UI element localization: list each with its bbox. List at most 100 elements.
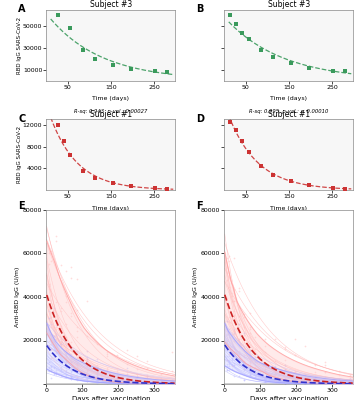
Point bbox=[124, 378, 130, 384]
Point bbox=[74, 348, 79, 354]
Point bbox=[104, 365, 110, 371]
Point bbox=[51, 324, 57, 331]
Point bbox=[336, 381, 342, 387]
Point bbox=[144, 381, 150, 387]
Point bbox=[282, 366, 287, 372]
Point bbox=[292, 336, 297, 342]
Point bbox=[272, 376, 277, 382]
Point bbox=[59, 308, 64, 314]
Point bbox=[247, 372, 252, 379]
Point bbox=[49, 324, 54, 330]
Point bbox=[232, 308, 237, 314]
Point bbox=[272, 336, 277, 342]
Point bbox=[144, 380, 150, 386]
Point bbox=[51, 342, 57, 348]
Point bbox=[74, 355, 79, 362]
Point bbox=[282, 372, 287, 379]
Point bbox=[282, 380, 287, 386]
Point bbox=[302, 381, 307, 387]
Point bbox=[46, 359, 52, 365]
Point bbox=[336, 381, 342, 387]
Point bbox=[158, 380, 164, 386]
Point bbox=[114, 380, 120, 386]
Point bbox=[237, 313, 242, 319]
Point bbox=[124, 380, 130, 386]
Point bbox=[124, 380, 130, 386]
Point bbox=[69, 359, 74, 366]
Point bbox=[51, 332, 57, 339]
Point bbox=[227, 367, 232, 374]
Point bbox=[347, 377, 353, 384]
Point bbox=[322, 380, 328, 387]
Point bbox=[232, 362, 237, 368]
Point bbox=[46, 261, 52, 267]
Point bbox=[69, 359, 74, 365]
Point bbox=[69, 369, 74, 376]
Point bbox=[46, 281, 52, 288]
Point bbox=[64, 298, 69, 305]
Point bbox=[262, 376, 267, 382]
Point bbox=[292, 377, 297, 383]
Point bbox=[158, 380, 164, 387]
Point bbox=[232, 349, 237, 355]
Point bbox=[64, 354, 69, 361]
Point bbox=[336, 378, 342, 384]
Point bbox=[262, 368, 267, 374]
Point bbox=[282, 380, 287, 386]
Point bbox=[169, 368, 175, 374]
Point bbox=[347, 380, 353, 387]
Point bbox=[242, 354, 247, 360]
Point bbox=[104, 380, 110, 386]
Point bbox=[92, 175, 97, 181]
Point bbox=[224, 367, 230, 373]
Point bbox=[262, 378, 267, 385]
Point bbox=[158, 381, 164, 387]
Point bbox=[272, 375, 277, 382]
Point bbox=[94, 376, 100, 382]
Point bbox=[64, 348, 69, 355]
Point bbox=[158, 380, 164, 387]
Point bbox=[227, 356, 232, 363]
Point bbox=[347, 381, 353, 387]
Point bbox=[152, 185, 158, 192]
Point bbox=[252, 372, 257, 378]
Point bbox=[292, 370, 297, 376]
Point bbox=[84, 362, 89, 368]
Point bbox=[94, 378, 100, 385]
Point bbox=[84, 358, 89, 364]
Point bbox=[229, 292, 235, 299]
Point bbox=[114, 378, 120, 384]
Point bbox=[347, 372, 353, 378]
Point bbox=[64, 268, 69, 274]
Point bbox=[169, 377, 175, 384]
Point bbox=[292, 368, 297, 374]
Title: Subject #1: Subject #1 bbox=[90, 110, 132, 119]
Point bbox=[233, 21, 239, 27]
Point bbox=[282, 373, 287, 379]
Point bbox=[247, 358, 252, 364]
Point bbox=[94, 372, 100, 378]
Point bbox=[128, 183, 134, 189]
Point bbox=[227, 284, 232, 290]
Point bbox=[74, 361, 79, 367]
Point bbox=[54, 348, 59, 354]
Point bbox=[144, 372, 150, 378]
Point bbox=[252, 334, 257, 340]
Point bbox=[227, 330, 232, 337]
Point bbox=[336, 380, 342, 386]
Point bbox=[247, 352, 252, 358]
Point bbox=[322, 380, 328, 386]
Point bbox=[347, 375, 353, 381]
Point bbox=[292, 352, 297, 358]
Point bbox=[224, 326, 230, 332]
Point bbox=[104, 379, 110, 386]
Point bbox=[232, 330, 237, 337]
Text: R-sq: 0.943  p-val.: 0.00027: R-sq: 0.943 p-val.: 0.00027 bbox=[74, 109, 147, 114]
Point bbox=[46, 338, 52, 344]
Point bbox=[104, 366, 110, 373]
Point bbox=[246, 36, 251, 42]
Point bbox=[292, 374, 297, 380]
Point bbox=[322, 381, 328, 387]
Point bbox=[240, 138, 245, 144]
Point bbox=[237, 321, 242, 327]
